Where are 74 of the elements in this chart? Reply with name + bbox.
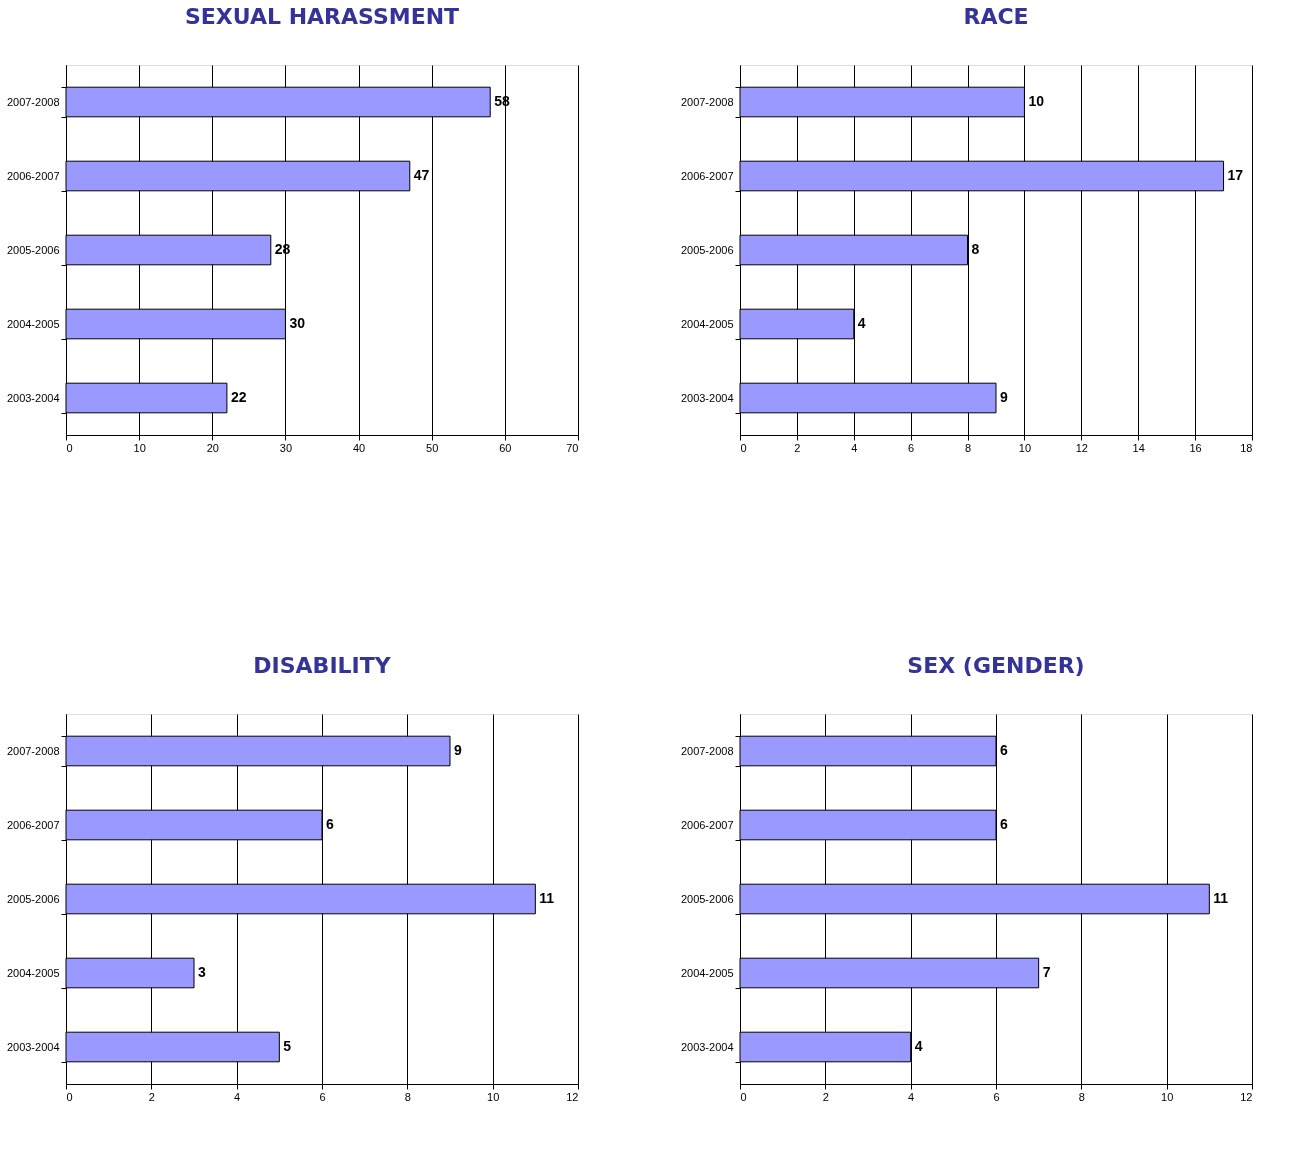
x-tick-label: 60 <box>499 441 512 454</box>
x-tick-label: 2 <box>822 1090 829 1103</box>
y-tick-label: 2003-2004 <box>680 1040 734 1053</box>
y-tick-label: 2007-2008 <box>680 744 734 757</box>
y-tick-label: 2006-2007 <box>6 169 60 182</box>
x-tick-label: 40 <box>352 441 366 454</box>
y-tick-label: 2007-2008 <box>6 744 60 757</box>
chart-title: SEXUAL HARASSMENT <box>184 4 460 29</box>
x-tick-label: 14 <box>1132 441 1145 454</box>
data-label: 22 <box>230 389 247 405</box>
data-label: 11 <box>1213 890 1229 906</box>
y-tick-label: 2005-2006 <box>6 243 60 256</box>
x-tick-label: 6 <box>908 441 915 454</box>
x-tick-label: 10 <box>133 441 146 454</box>
data-label: 9 <box>454 742 462 758</box>
y-tick-label: 2007-2008 <box>6 95 60 108</box>
x-tick-label: 2 <box>794 441 801 454</box>
x-tick-label: 70 <box>566 441 579 454</box>
data-label: 4 <box>857 315 866 331</box>
data-label: 47 <box>413 167 430 183</box>
x-tick-label: 8 <box>964 441 972 454</box>
data-label: 7 <box>1042 964 1051 980</box>
data-label: 3 <box>198 964 206 980</box>
data-label: 9 <box>1000 389 1008 405</box>
data-label: 6 <box>1000 816 1008 832</box>
x-tick-label: 6 <box>319 1090 326 1103</box>
y-tick-label: 2004-2005 <box>6 317 60 330</box>
y-tick-label: 2005-2006 <box>6 892 60 905</box>
y-tick-label: 2005-2006 <box>680 243 734 256</box>
x-tick-label: 4 <box>234 1090 241 1103</box>
y-tick-label: 2003-2004 <box>680 391 734 404</box>
data-label: 4 <box>914 1038 923 1054</box>
x-tick-label: 0 <box>740 1090 747 1103</box>
y-tick-label: 2007-2008 <box>680 95 734 108</box>
y-tick-label: 2006-2007 <box>680 818 734 831</box>
chart-title: SEX (GENDER) <box>907 653 1085 678</box>
x-tick-label: 4 <box>908 1090 915 1103</box>
x-tick-label: 50 <box>426 441 439 454</box>
y-tick-label: 2005-2006 <box>680 892 734 905</box>
x-tick-label: 20 <box>206 441 219 454</box>
chart-title: RACE <box>963 4 1029 29</box>
x-tick-label: 12 <box>566 1090 579 1103</box>
x-tick-label: 8 <box>404 1090 411 1103</box>
data-label: 11 <box>539 890 555 906</box>
chart-title: DISABILITY <box>253 653 392 678</box>
x-tick-label: 12 <box>1240 1090 1253 1103</box>
x-tick-label: 10 <box>1161 1090 1174 1103</box>
y-tick-label: 2004-2005 <box>6 966 60 979</box>
data-label: 6 <box>1000 742 1008 758</box>
x-tick-label: 12 <box>1075 441 1088 454</box>
x-tick-label: 2 <box>148 1090 155 1103</box>
y-tick-label: 2003-2004 <box>6 391 60 404</box>
x-tick-label: 8 <box>1078 1090 1085 1103</box>
data-label: 5 <box>283 1038 292 1054</box>
y-tick-label: 2003-2004 <box>6 1040 60 1053</box>
y-tick-label: 2006-2007 <box>680 169 734 182</box>
y-tick-label: 2004-2005 <box>680 317 734 330</box>
x-tick-label: 30 <box>279 441 293 454</box>
x-tick-label: 6 <box>993 1090 1000 1103</box>
y-tick-label: 2006-2007 <box>6 818 60 831</box>
data-label: 8 <box>971 241 980 257</box>
y-tick-label: 2004-2005 <box>680 966 734 979</box>
data-label: 17 <box>1227 167 1244 183</box>
data-label: 10 <box>1028 93 1045 109</box>
x-tick-label: 10 <box>487 1090 500 1103</box>
x-tick-label: 0 <box>740 441 747 454</box>
x-tick-label: 4 <box>851 441 858 454</box>
x-tick-label: 0 <box>66 1090 73 1103</box>
x-tick-label: 18 <box>1240 441 1253 454</box>
x-tick-label: 0 <box>66 441 73 454</box>
data-label: 6 <box>326 816 334 832</box>
data-label: 30 <box>289 315 306 331</box>
x-tick-label: 10 <box>1018 441 1032 454</box>
x-tick-label: 16 <box>1189 441 1202 454</box>
